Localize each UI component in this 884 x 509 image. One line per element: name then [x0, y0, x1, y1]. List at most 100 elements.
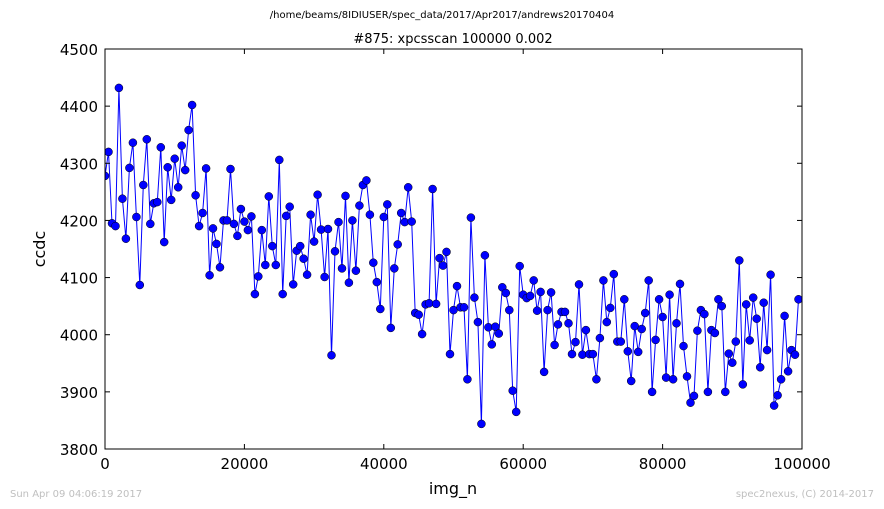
data-point — [473, 317, 483, 327]
data-point — [306, 210, 315, 219]
data-point — [233, 231, 242, 241]
data-point — [487, 340, 497, 349]
data-point — [581, 325, 591, 335]
data-point — [254, 272, 263, 281]
x-tick-label: 0 — [100, 455, 110, 473]
data-point — [281, 211, 291, 221]
data-point — [741, 300, 751, 309]
data-point — [337, 264, 347, 273]
data-point — [105, 171, 110, 181]
data-point — [153, 197, 162, 207]
data-point — [452, 281, 462, 291]
data-point — [508, 386, 517, 395]
data-point — [369, 258, 378, 267]
data-point — [735, 256, 744, 265]
data-point — [640, 308, 650, 318]
data-point — [379, 212, 389, 222]
data-point — [243, 225, 253, 235]
data-point — [330, 247, 340, 256]
data-point — [668, 375, 678, 384]
data-point — [205, 271, 214, 280]
data-point — [724, 349, 734, 358]
data-point — [111, 221, 120, 231]
data-point — [229, 219, 239, 229]
data-point — [327, 351, 336, 360]
y-tick-label: 4100 — [60, 270, 98, 288]
data-point — [721, 387, 730, 397]
data-point — [602, 317, 612, 327]
x-axis-label: img_n — [429, 479, 477, 499]
data-point — [372, 277, 382, 287]
data-point — [693, 326, 702, 335]
data-point — [275, 155, 284, 165]
data-point — [564, 319, 573, 328]
data-point — [121, 234, 131, 243]
data-point — [623, 347, 633, 356]
data-point — [790, 350, 800, 359]
x-tick-label: 60000 — [499, 455, 547, 473]
data-point — [132, 212, 141, 222]
data-point — [173, 183, 183, 192]
data-point — [334, 217, 343, 227]
data-point — [480, 251, 490, 260]
data-point — [766, 270, 775, 279]
data-point — [313, 190, 322, 199]
data-point — [445, 349, 455, 359]
data-point — [644, 276, 653, 285]
data-point — [414, 310, 423, 319]
data-point — [459, 303, 469, 312]
data-point — [536, 287, 545, 297]
data-point — [226, 164, 235, 174]
data-point — [748, 293, 758, 302]
data-point — [428, 184, 437, 194]
data-point — [529, 276, 538, 285]
data-point — [135, 280, 145, 290]
data-point — [651, 335, 660, 345]
data-point — [647, 387, 657, 397]
data-point — [755, 363, 765, 372]
data-point — [710, 328, 720, 338]
data-point — [362, 176, 371, 185]
data-point — [679, 341, 688, 351]
data-point — [463, 375, 472, 384]
data-point — [616, 337, 626, 346]
data-point — [105, 147, 113, 157]
data-point — [407, 217, 416, 226]
data-point — [125, 163, 134, 173]
data-point — [776, 375, 786, 384]
data-point — [689, 391, 699, 401]
data-point — [606, 303, 615, 313]
data-point — [146, 219, 155, 229]
data-point — [278, 289, 287, 299]
footer-credit: spec2nexus, (C) 2014-2017 — [735, 489, 874, 500]
data-point — [299, 254, 308, 263]
data-point — [762, 345, 772, 355]
data-point — [396, 208, 406, 218]
data-point — [661, 373, 671, 382]
data-point — [571, 337, 580, 347]
data-point — [543, 305, 552, 315]
data-point — [348, 216, 357, 225]
data-point — [159, 237, 169, 247]
data-point — [302, 270, 312, 279]
data-point — [170, 154, 179, 163]
data-point — [383, 200, 392, 209]
data-point — [780, 311, 789, 321]
data-point — [567, 349, 577, 359]
data-point — [588, 349, 598, 359]
data-point — [731, 337, 741, 346]
data-point — [511, 407, 521, 417]
y-tick-label: 3900 — [60, 384, 98, 402]
footer-timestamp: Sun Apr 09 04:06:19 2017 — [10, 489, 143, 500]
y-tick-label: 4000 — [60, 327, 98, 345]
file-path-title: /home/beams/8IDIUSER/spec_data/2017/Apr2… — [269, 10, 615, 21]
data-point — [431, 299, 441, 309]
data-point — [560, 307, 570, 317]
data-point — [620, 295, 629, 304]
data-point — [442, 247, 451, 257]
data-point — [128, 138, 138, 147]
data-point — [355, 201, 364, 210]
y-tick-label: 4400 — [60, 98, 98, 116]
data-point — [390, 264, 399, 273]
